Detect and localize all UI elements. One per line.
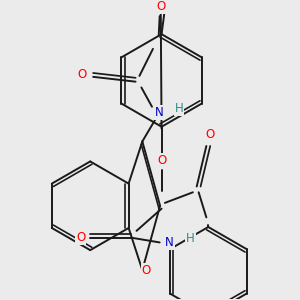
Text: O: O [157, 154, 166, 167]
Text: N: N [165, 236, 174, 249]
Text: O: O [142, 264, 151, 277]
Text: O: O [206, 128, 215, 141]
Text: O: O [76, 231, 85, 244]
Text: H: H [186, 232, 195, 245]
Text: H: H [175, 102, 183, 115]
Text: O: O [77, 68, 86, 81]
Text: O: O [156, 0, 165, 13]
Text: N: N [155, 106, 164, 119]
